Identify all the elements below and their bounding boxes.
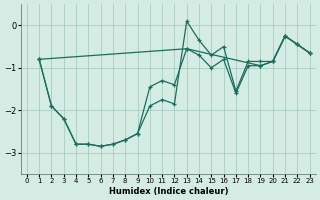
X-axis label: Humidex (Indice chaleur): Humidex (Indice chaleur)	[108, 187, 228, 196]
